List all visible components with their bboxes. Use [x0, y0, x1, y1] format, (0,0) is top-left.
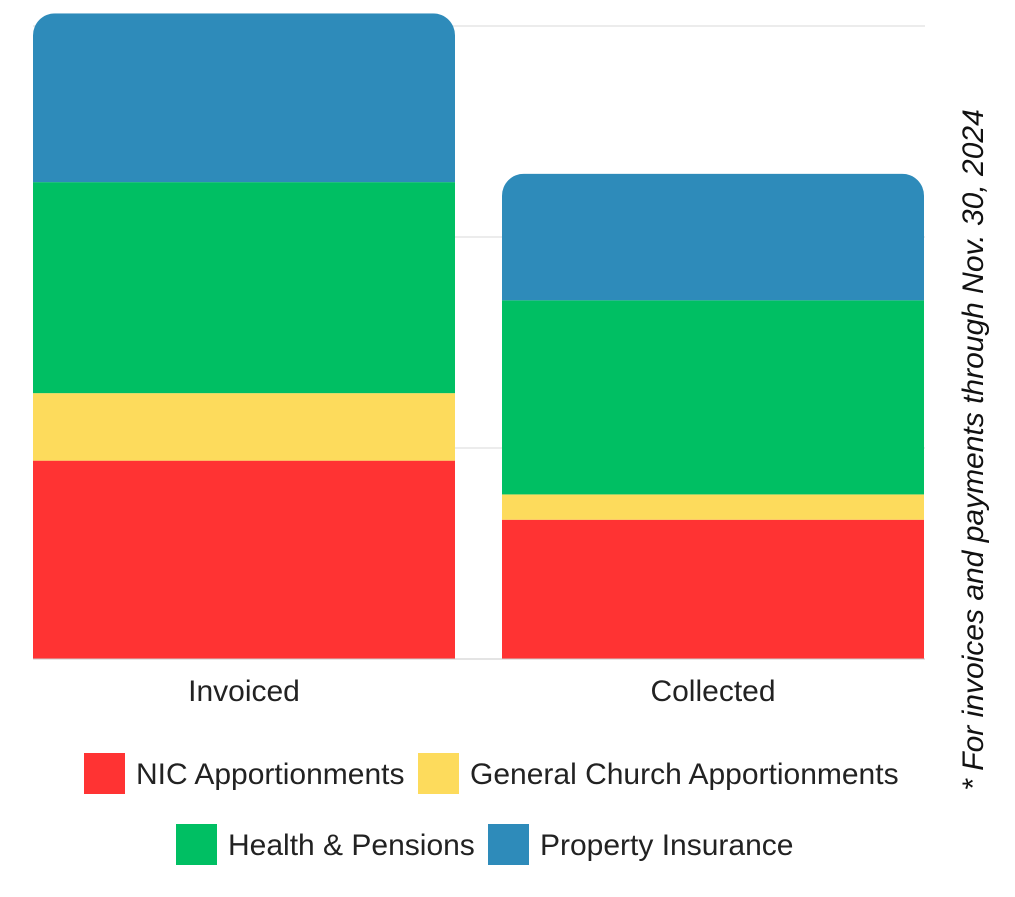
bar-stack-invoiced [33, 13, 455, 659]
bar-segment-property-insurance [33, 13, 455, 183]
bar-segment-nic-apportionments [33, 460, 455, 659]
legend-label: Property Insurance [540, 829, 793, 862]
bar-segment-general-church-apportionments [33, 393, 455, 461]
legend-item: NIC Apportionments [84, 753, 404, 794]
legend-item: Property Insurance [488, 824, 793, 865]
legend-swatch [176, 824, 217, 865]
category-label: Collected [650, 675, 775, 708]
footnote: * For invoices and payments through Nov.… [957, 109, 990, 791]
legend-label: NIC Apportionments [136, 758, 404, 791]
bars [33, 13, 924, 659]
legend-label: Health & Pensions [228, 829, 475, 862]
category-label: Invoiced [188, 675, 300, 708]
bar-segment-health-pensions [502, 300, 924, 495]
bar-segment-nic-apportionments [502, 519, 924, 659]
bar-segment-general-church-apportionments [502, 494, 924, 520]
legend-swatch [488, 824, 529, 865]
bar-segment-property-insurance [502, 173, 924, 301]
legend-item: General Church Apportionments [418, 753, 899, 794]
bar-stack-collected [502, 173, 924, 659]
bar-segment-health-pensions [33, 182, 455, 394]
category-labels: Invoiced Collected [188, 675, 775, 708]
legend-swatch [84, 753, 125, 794]
legend-label: General Church Apportionments [470, 758, 899, 791]
legend: NIC Apportionments General Church Apporti… [84, 753, 899, 865]
legend-item: Health & Pensions [176, 824, 475, 865]
legend-swatch [418, 753, 459, 794]
